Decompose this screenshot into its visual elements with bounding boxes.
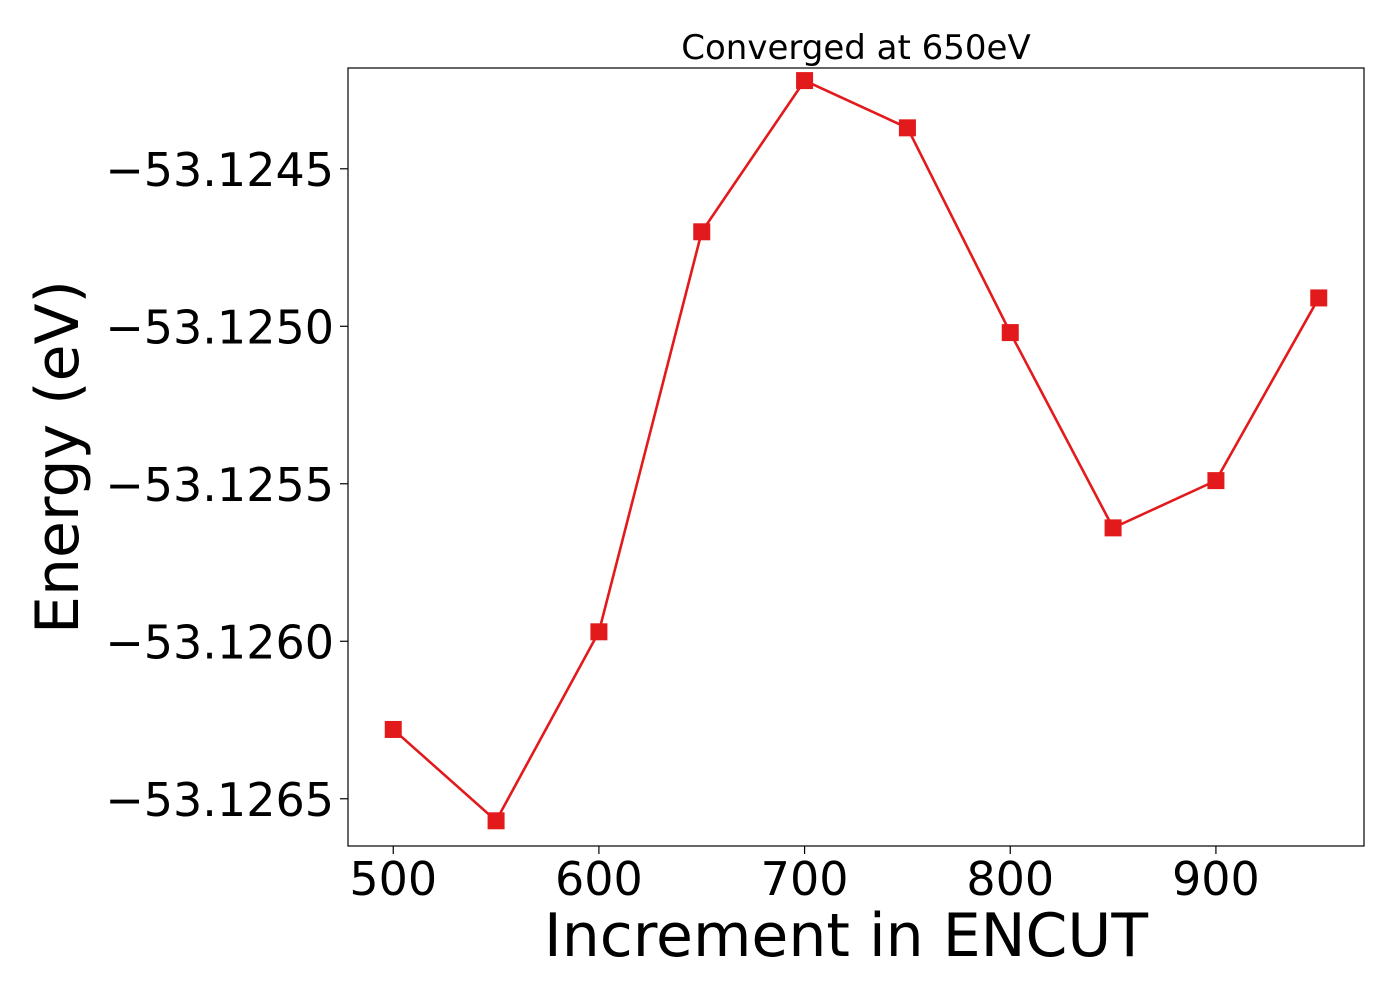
x-tick-label: 600	[555, 852, 643, 906]
data-point	[1310, 289, 1328, 307]
x-tick-label: 500	[349, 852, 437, 906]
series-line	[392, 79, 1320, 823]
data-point	[1001, 324, 1019, 342]
y-axis-label: Energy (eV)	[23, 280, 93, 634]
data-point	[898, 119, 916, 137]
data-point	[693, 223, 711, 241]
data-point	[590, 623, 608, 641]
chart-title: Converged at 650eV	[681, 28, 1030, 68]
x-tick-label: 700	[761, 852, 849, 906]
data-point	[384, 720, 402, 738]
y-tick-label: −53.1265	[105, 773, 334, 827]
plot-area	[384, 72, 1328, 830]
data-point	[487, 812, 505, 830]
y-tick-label: −53.1250	[105, 300, 334, 354]
data-point	[796, 72, 814, 90]
x-tick-label: 800	[966, 852, 1054, 906]
y-tick-label: −53.1260	[105, 615, 334, 669]
y-tick-label: −53.1245	[105, 143, 334, 197]
data-point	[1104, 519, 1122, 537]
x-axis-label: Increment in ENCUT	[544, 901, 1148, 971]
y-axis: −53.1245 −53.1250 −53.1255 −53.1260 −53.1265	[105, 143, 348, 827]
y-tick-label: −53.1255	[105, 458, 334, 512]
data-point	[1207, 472, 1225, 490]
x-tick-label: 900	[1172, 852, 1260, 906]
plot-frame	[347, 67, 1365, 847]
x-axis: 500 600 700 800 900	[349, 846, 1260, 906]
